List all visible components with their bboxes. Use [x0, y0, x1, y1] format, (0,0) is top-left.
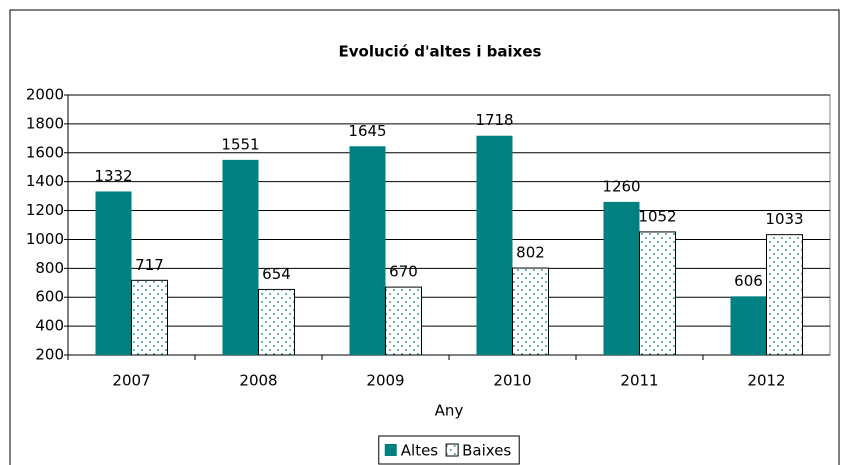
value-label: 717	[135, 256, 164, 274]
y-tick-label: 1800	[26, 114, 64, 132]
bar	[766, 234, 803, 356]
x-axis-label: Any	[435, 402, 464, 420]
x-tick-label: 2007	[112, 372, 150, 390]
bar	[95, 191, 132, 355]
x-tick-label: 2010	[493, 372, 531, 390]
y-tick-label: 600	[35, 288, 64, 306]
y-tick-label: 2000	[26, 86, 64, 104]
bar	[349, 146, 386, 355]
value-label: 654	[262, 265, 291, 283]
x-tick-label: 2011	[620, 372, 658, 390]
legend-label: Altes	[401, 442, 439, 460]
value-label: 1052	[638, 207, 676, 225]
y-tick-label: 1200	[26, 201, 64, 219]
bar	[258, 288, 295, 356]
bar	[603, 201, 640, 355]
legend-swatch	[384, 444, 397, 456]
y-tick-label: 1000	[26, 230, 64, 248]
legend-swatch	[445, 443, 459, 457]
bar	[222, 159, 259, 355]
y-tick-label: 400	[35, 317, 64, 335]
value-label: 670	[389, 263, 418, 281]
bar	[512, 267, 549, 356]
value-label: 1260	[602, 177, 640, 195]
x-tick-label: 2009	[366, 372, 404, 390]
chart-title: Evolució d'altes i baixes	[339, 43, 542, 61]
value-label: 606	[734, 272, 763, 290]
value-label: 802	[516, 244, 545, 262]
value-label: 1332	[94, 167, 132, 185]
value-label: 1033	[765, 210, 803, 228]
plot-area	[67, 94, 831, 356]
bar	[639, 231, 676, 356]
legend-label: Baixes	[462, 442, 511, 460]
value-label: 1645	[348, 122, 386, 140]
y-tick-label: 800	[35, 259, 64, 277]
x-tick-label: 2012	[747, 372, 785, 390]
bar	[730, 296, 767, 355]
value-label: 1551	[221, 135, 259, 153]
y-tick-label: 200	[35, 346, 64, 364]
bar	[476, 135, 513, 355]
y-tick-label: 1600	[26, 143, 64, 161]
value-label: 1718	[475, 111, 513, 129]
bar	[131, 279, 168, 356]
bar	[385, 286, 422, 356]
y-tick-label: 1400	[26, 172, 64, 190]
x-tick-label: 2008	[239, 372, 277, 390]
